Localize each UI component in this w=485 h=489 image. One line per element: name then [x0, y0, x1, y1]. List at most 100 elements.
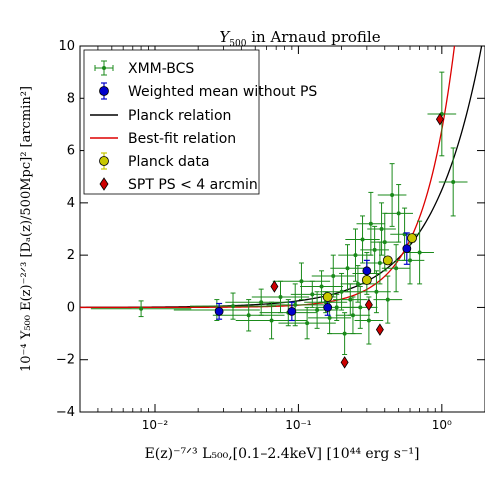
y-axis-label: 10⁻⁴ Y₅₀₀ E(z)⁻²ᐟ³ [Dₐ(z)/500Mpc]² [arcm…	[19, 86, 34, 372]
x-axis-label: E(z)⁻⁷ᐟ³ L₅₀₀,[0.1–2.4keV] [10⁴⁴ erg s⁻¹…	[145, 446, 420, 462]
xmm-marker	[246, 313, 251, 318]
legend-swatch-marker	[99, 86, 109, 96]
xmm-point	[377, 163, 407, 227]
legend-item: Planck relation	[90, 108, 231, 124]
planck-data-point-marker	[322, 292, 333, 302]
chart-title-rest: in Arnaud profile	[246, 28, 380, 46]
y-tick-label: −4	[56, 405, 75, 420]
xmm-marker	[358, 305, 363, 310]
legend-label: Weighted mean without PS	[128, 84, 317, 100]
xmm-point	[365, 241, 395, 285]
xmm-marker	[331, 274, 336, 279]
xmm-marker	[417, 250, 422, 255]
legend-item: XMM-BCS	[94, 60, 194, 77]
legend-label: Planck data	[128, 154, 210, 170]
legend-item: Weighted mean without PS	[99, 82, 317, 100]
xmm-marker	[372, 247, 377, 252]
xmm-point	[362, 270, 391, 314]
xmm-point	[212, 299, 285, 332]
legend-swatch-marker	[99, 156, 109, 166]
xmm-point	[320, 272, 364, 311]
spt-ps-point	[435, 112, 444, 126]
xmm-marker	[339, 289, 344, 294]
xmm-point	[356, 191, 386, 256]
chart-title-sub: 500	[229, 39, 246, 49]
weighted-mean-point	[402, 232, 412, 265]
weighted-mean-point-marker	[402, 244, 412, 254]
curve-best-fit-relation	[80, 46, 456, 309]
xmm-marker	[305, 321, 310, 326]
legend-label: XMM-BCS	[128, 61, 194, 77]
xmm-marker	[353, 253, 358, 258]
weighted-mean-point	[214, 302, 224, 320]
xmm-point	[295, 291, 339, 329]
spt-ps-point	[340, 356, 349, 369]
chart-title: Y500 in Arnaud profile	[219, 28, 380, 49]
spt-ps-point	[270, 280, 279, 293]
xmm-point	[278, 306, 336, 340]
x-tick-label: 10⁻²	[142, 418, 169, 432]
legend-item: Best-fit relation	[90, 131, 236, 147]
weighted-mean-point	[287, 301, 297, 322]
legend-label: Planck relation	[128, 108, 231, 124]
xmm-marker	[396, 211, 401, 216]
xmm-marker	[269, 318, 274, 323]
x-tick-label: 10⁰	[432, 418, 452, 432]
x-tick-label: 10⁻¹	[285, 418, 312, 432]
xmm-point	[343, 286, 378, 329]
legend-item: SPT PS < 4 arcmin	[99, 177, 258, 193]
y-tick-label: 4	[67, 196, 75, 211]
chart-title-main: Y	[219, 28, 231, 46]
xmm-marker	[451, 179, 456, 184]
xmm-marker	[408, 258, 413, 263]
planck-data-point	[361, 275, 372, 285]
xmm-marker	[293, 302, 298, 307]
weighted-mean-point-marker	[323, 303, 333, 312]
xmm-marker	[382, 240, 387, 245]
weighted-mean-point-marker	[214, 306, 224, 316]
xmm-marker	[231, 304, 236, 309]
planck-data-point	[407, 233, 417, 244]
weighted-mean-point-marker	[362, 266, 372, 276]
xmm-marker	[390, 193, 395, 198]
y-tick-label: 6	[67, 144, 75, 159]
spt-ps-point	[375, 323, 384, 336]
xmm-marker	[319, 284, 324, 289]
axis-ticks: 10⁻² 10⁻¹ 10⁰ −4 −2 0 2 4 6 8 10	[56, 39, 485, 432]
weighted-mean-point-marker	[287, 306, 297, 316]
xmm-marker	[366, 318, 371, 323]
y-tick-label: −2	[56, 353, 75, 368]
xmm-marker	[394, 266, 399, 271]
spt-ps-point	[364, 298, 373, 312]
xmm-marker	[379, 227, 384, 231]
xmm-marker	[348, 297, 353, 302]
xmm-marker	[345, 266, 350, 271]
y-tick-label: 0	[67, 300, 75, 315]
legend-label: SPT PS < 4 arcmin	[128, 177, 258, 193]
xmm-marker	[327, 315, 332, 320]
data-points	[90, 71, 468, 369]
legend-box	[83, 49, 260, 195]
y-tick-label: 8	[67, 91, 75, 106]
xmm-marker	[374, 289, 379, 294]
y-tick-label: 10	[58, 39, 75, 54]
xmm-point	[373, 275, 403, 324]
xmm-point	[189, 292, 277, 320]
planck-data-point-marker	[361, 275, 372, 285]
xmm-marker	[342, 331, 347, 336]
xmm-marker	[360, 237, 365, 242]
legend-label: Best-fit relation	[128, 131, 236, 147]
xmm-marker	[368, 221, 373, 226]
planck-data-point-marker	[382, 255, 393, 266]
xmm-point	[384, 184, 413, 243]
xmm-marker	[377, 260, 382, 265]
xmm-point	[225, 288, 298, 316]
xmm-point	[367, 202, 396, 256]
xmm-point	[405, 220, 434, 285]
xmm-marker	[299, 279, 304, 284]
xmm-point	[438, 147, 468, 217]
xmm-marker	[350, 313, 355, 318]
legend-swatch-marker	[102, 66, 106, 70]
xmm-marker	[139, 306, 144, 311]
